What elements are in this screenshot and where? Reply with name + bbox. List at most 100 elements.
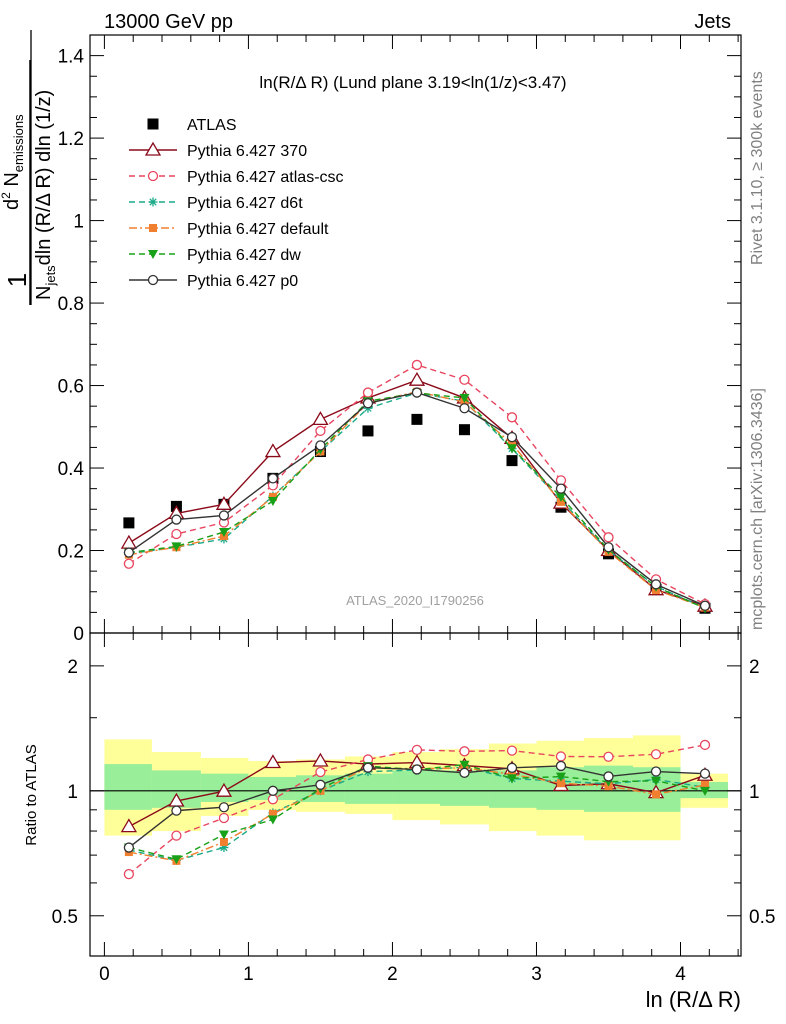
ratio-point-pythia-6-427-default-9 xyxy=(556,779,565,788)
legend-label: Pythia 6.427 370 xyxy=(187,143,307,160)
ratio-point-pythia-6-427-atlas-csc-6 xyxy=(411,744,423,756)
main-ytick-label-6: 1.2 xyxy=(58,129,84,150)
ratio-point-pythia-6-427-p0-0 xyxy=(123,842,135,853)
ratio-point-pythia-6-427-dw-11 xyxy=(651,776,662,786)
legend: ATLAS Pythia 6.427 370 Pythia 6.427 atlas-… xyxy=(129,117,344,290)
main-line-pythia-6-427-dw xyxy=(128,392,706,609)
legend-entry-pythia-6-427-370: Pythia 6.427 370 xyxy=(129,141,307,160)
main-point-pythia-6-427-dw-3 xyxy=(267,497,278,507)
main-point-atlas-0 xyxy=(123,517,135,529)
main-point-pythia-6-427-atlas-csc-7 xyxy=(459,374,470,385)
ratio-point-pythia-6-427-atlas-csc-11 xyxy=(650,749,662,760)
legend-entry-pythia-6-427-p0: Pythia 6.427 p0 xyxy=(129,273,298,290)
ratio-point-pythia-6-427-dw-3 xyxy=(267,815,278,825)
ratio-point-pythia-6-427-atlas-csc-4 xyxy=(315,766,326,778)
legend-marker xyxy=(147,274,159,286)
ratio-point-pythia-6-427-default-12 xyxy=(700,780,709,789)
ratio-point-pythia-6-427-dw-7 xyxy=(459,760,470,770)
ratio-band-green-6 xyxy=(392,770,440,804)
main-line-pythia-6-427-atlas-csc xyxy=(128,364,706,605)
ratio-point-pythia-6-427-p0-1 xyxy=(171,805,182,816)
mcplots-watermark: mcplots.cern.ch [arXiv:1306.3436] xyxy=(749,388,766,630)
legend-label: Pythia 6.427 default xyxy=(187,221,329,238)
main-point-pythia-6-427-atlas-csc-6 xyxy=(411,359,423,371)
xtick-label-1: 1 xyxy=(243,964,254,985)
ratio-point-pythia-6-427-atlas-csc-8 xyxy=(506,745,518,756)
main-title: ln(R/Δ R) (Lund plane 3.19<ln(1/z)<3.47) xyxy=(259,73,566,92)
main-series-pythia-6-427-p0 xyxy=(123,387,711,611)
main-point-pythia-6-427-p0-11 xyxy=(650,579,662,590)
xtick-label-3: 3 xyxy=(531,964,542,985)
ratio-point-pythia-6-427-370-0 xyxy=(120,818,138,833)
main-point-pythia-6-427-atlas-csc-10 xyxy=(603,532,614,543)
ratio-point-pythia-6-427-p0-4 xyxy=(315,779,326,790)
main-point-pythia-6-427-atlas-csc-8 xyxy=(506,412,518,423)
main-point-pythia-6-427-p0-7 xyxy=(459,403,470,414)
ratio-ytick-label-right-2: 2 xyxy=(749,657,760,678)
ratio-point-pythia-6-427-atlas-csc-1 xyxy=(171,830,182,841)
legend-entry-pythia-6-427-default: Pythia 6.427 default xyxy=(129,221,329,238)
header-left: 13000 GeV pp xyxy=(104,11,233,33)
main-point-pythia-6-427-370-0 xyxy=(120,534,138,549)
main-ytick-label-2: 0.4 xyxy=(58,459,85,480)
ratio-point-pythia-6-427-atlas-csc-7 xyxy=(459,746,470,757)
main-point-atlas-5 xyxy=(362,425,374,437)
ratio-ytick-label-right-0: 0.5 xyxy=(749,907,775,928)
ratio-point-pythia-6-427-p0-3 xyxy=(267,785,279,796)
main-point-pythia-6-427-370-3 xyxy=(264,443,282,458)
ratio-point-pythia-6-427-default-11 xyxy=(652,790,661,799)
main-point-pythia-6-427-p0-10 xyxy=(603,542,614,553)
main-ytick-label-0: 0 xyxy=(73,624,84,645)
main-ytick-label-3: 0.6 xyxy=(58,377,84,398)
ratio-point-pythia-6-427-dw-12 xyxy=(699,786,710,796)
ratio-point-pythia-6-427-atlas-csc-3 xyxy=(267,794,279,805)
legend-label: Pythia 6.427 dw xyxy=(187,247,301,264)
ratio-frame xyxy=(89,632,742,957)
ratio-point-pythia-6-427-p0-8 xyxy=(506,762,518,773)
legend-entry-pythia-6-427-atlas-csc: Pythia 6.427 atlas-csc xyxy=(129,169,344,186)
main-point-pythia-6-427-dw-7 xyxy=(459,393,470,403)
legend-entry-atlas: ATLAS xyxy=(147,117,237,134)
main-point-pythia-6-427-p0-0 xyxy=(123,547,135,558)
main-point-pythia-6-427-370-4 xyxy=(312,411,329,426)
ratio-point-pythia-6-427-p0-7 xyxy=(459,767,470,778)
xtick-label-0: 0 xyxy=(99,964,110,985)
main-ytick-label-7: 1.4 xyxy=(58,47,85,68)
main-series-atlas xyxy=(123,413,711,614)
legend-marker xyxy=(148,250,158,259)
legend-entry-pythia-6-427-dw: Pythia 6.427 dw xyxy=(129,247,301,264)
ratio-point-pythia-6-427-p0-9 xyxy=(555,760,567,772)
ratio-band-green-0 xyxy=(104,764,152,810)
ratio-panel: 0.5 0.5 1 1 2 2 0 1 2 3 4 Ratio to ATLAS xyxy=(23,632,775,985)
ratio-series-pythia-6-427-atlas-csc xyxy=(123,739,711,880)
legend-marker xyxy=(149,224,157,232)
main-point-pythia-6-427-p0-4 xyxy=(315,440,326,451)
ratio-point-pythia-6-427-default-3 xyxy=(268,809,277,818)
main-point-pythia-6-427-dw-9 xyxy=(555,492,566,502)
ratio-point-pythia-6-427-p0-2 xyxy=(218,802,230,813)
main-point-atlas-8 xyxy=(506,455,518,467)
ratio-point-pythia-6-427-default-2 xyxy=(219,837,228,846)
main-point-pythia-6-427-default-8 xyxy=(507,440,516,449)
rivet-watermark: Rivet 3.1.10, ≥ 300k events xyxy=(749,71,766,265)
ratio-ytick-label-2: 2 xyxy=(67,657,78,678)
ratio-point-pythia-6-427-p0-10 xyxy=(603,771,614,782)
ratio-point-pythia-6-427-p0-6 xyxy=(411,764,423,775)
main-point-pythia-6-427-dw-2 xyxy=(218,527,229,537)
main-point-pythia-6-427-p0-12 xyxy=(699,600,711,611)
main-point-pythia-6-427-p0-8 xyxy=(506,431,518,443)
ratio-band-green-5 xyxy=(344,773,393,804)
ratio-point-pythia-6-427-atlas-csc-10 xyxy=(603,751,614,762)
ratio-series-pythia-6-427-p0 xyxy=(123,760,711,853)
ratio-ylabel: Ratio to ATLAS xyxy=(23,744,40,845)
header-right: Jets xyxy=(694,11,731,33)
main-point-pythia-6-427-p0-6 xyxy=(411,387,423,398)
ratio-point-pythia-6-427-p0-12 xyxy=(699,768,711,779)
main-point-pythia-6-427-p0-5 xyxy=(362,398,374,409)
main-point-pythia-6-427-370-6 xyxy=(408,371,426,386)
ratio-point-pythia-6-427-atlas-csc-0 xyxy=(123,868,135,880)
legend-marker xyxy=(147,118,159,130)
ratio-point-pythia-6-427-atlas-csc-2 xyxy=(218,812,230,824)
ratio-point-pythia-6-427-370-3 xyxy=(264,754,282,769)
legend-label: Pythia 6.427 d6t xyxy=(187,195,303,212)
